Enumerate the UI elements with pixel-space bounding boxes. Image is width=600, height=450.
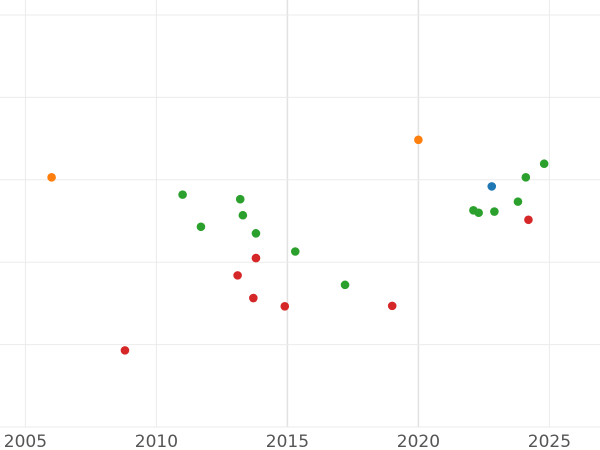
data-point (521, 173, 531, 182)
data-point (414, 135, 423, 145)
data-point (120, 346, 130, 355)
x-tick-labels: 2005 2010 2015 2020 2025 (4, 432, 571, 450)
x-tick-label-2005: 2005 (4, 432, 47, 450)
data-point (487, 182, 497, 191)
x-tick-label-2015: 2015 (266, 432, 309, 450)
data-point (47, 173, 56, 182)
data-point (474, 208, 483, 218)
data-point (524, 215, 533, 225)
data-point (178, 190, 187, 199)
data-point (490, 207, 499, 216)
data-point (196, 222, 206, 232)
data-point (235, 194, 245, 204)
data-point (233, 271, 242, 280)
x-tick-label-2010: 2010 (135, 432, 178, 450)
data-point (251, 253, 261, 263)
data-point (290, 247, 300, 256)
data-point (249, 293, 258, 303)
data-point (539, 159, 549, 169)
data-point (238, 210, 248, 220)
data-points (47, 135, 549, 355)
data-point (513, 197, 523, 206)
x-gridlines (24, 0, 550, 427)
x-tick-label-2020: 2020 (397, 432, 440, 450)
data-point (387, 301, 397, 311)
data-point (340, 280, 350, 290)
y-gridlines (0, 14, 600, 428)
data-point (280, 301, 290, 311)
data-point (251, 229, 261, 238)
x-tick-label-2025: 2025 (528, 432, 571, 450)
